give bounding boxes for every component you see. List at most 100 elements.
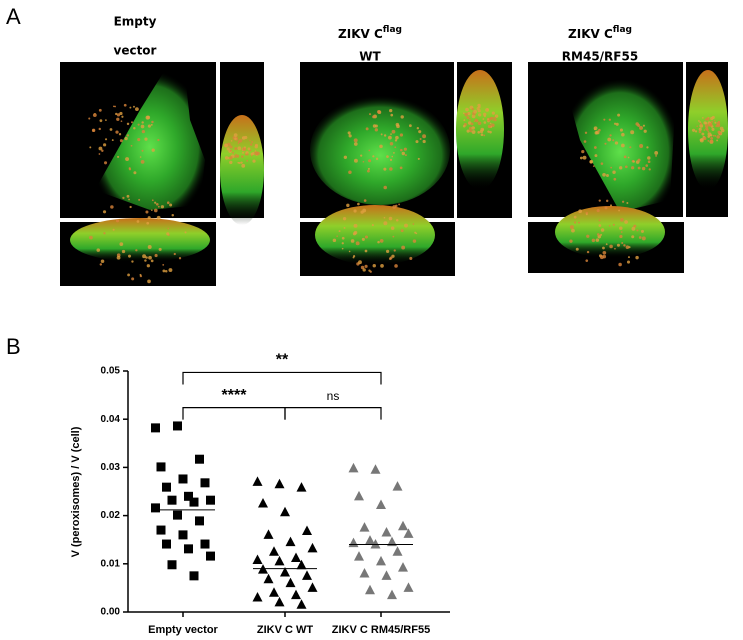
speckle <box>608 224 611 227</box>
speckle <box>246 153 249 156</box>
speckle <box>462 112 465 115</box>
speckle <box>362 268 366 272</box>
speckle <box>98 127 101 131</box>
speckle <box>121 115 124 118</box>
point <box>167 560 177 570</box>
speckle <box>612 139 615 142</box>
point <box>178 530 188 540</box>
speckle <box>229 160 233 165</box>
speckle <box>139 156 142 158</box>
speckle <box>137 138 141 142</box>
speckle <box>375 157 379 161</box>
speckle <box>598 128 601 132</box>
speckle <box>386 155 389 158</box>
cell <box>310 95 450 205</box>
point <box>365 584 375 595</box>
speckle <box>641 236 646 241</box>
speckle <box>353 158 358 163</box>
speckle <box>241 136 246 140</box>
speckle <box>367 167 370 170</box>
speckle <box>118 133 122 136</box>
cell <box>70 218 210 262</box>
speckle <box>602 250 607 255</box>
speckle <box>363 199 367 202</box>
speckle <box>164 269 168 273</box>
speckle <box>579 156 583 160</box>
speckle <box>478 113 482 117</box>
speckle <box>116 255 121 260</box>
speckle <box>358 260 362 265</box>
speckle <box>233 133 238 137</box>
point <box>376 555 386 566</box>
speckle <box>604 142 607 145</box>
speckle <box>353 142 358 146</box>
speckle <box>569 225 574 230</box>
speckle <box>604 206 608 210</box>
speckle <box>399 133 404 137</box>
speckle <box>240 161 243 164</box>
speckle <box>389 142 394 146</box>
speckle <box>607 137 612 142</box>
speckle <box>377 240 380 244</box>
speckle <box>600 233 603 236</box>
point <box>370 464 381 474</box>
speckle <box>629 146 632 149</box>
speckle <box>232 151 235 154</box>
speckle <box>341 247 344 250</box>
point <box>398 562 408 572</box>
speckle <box>383 221 388 226</box>
speckle <box>131 277 135 281</box>
speckle <box>640 229 645 233</box>
speckle <box>616 243 620 247</box>
speckle <box>619 166 623 170</box>
x-tick-label: ZIKV C RM45/RF55 <box>332 624 430 636</box>
speckle <box>599 255 604 260</box>
speckle <box>698 127 702 131</box>
speckle <box>151 199 154 202</box>
point <box>162 539 171 549</box>
speckle <box>150 123 153 126</box>
speckle <box>468 118 471 121</box>
speckle <box>389 158 393 162</box>
speckle <box>700 137 704 141</box>
panel-label: B <box>6 334 21 359</box>
speckle <box>122 196 125 200</box>
point <box>280 566 290 577</box>
speckle <box>717 130 721 134</box>
speckle <box>593 128 596 131</box>
speckle <box>249 149 252 152</box>
point <box>173 510 182 520</box>
speckle <box>483 115 486 118</box>
speckle <box>133 171 137 175</box>
speckle <box>139 273 142 276</box>
point <box>206 495 215 505</box>
point <box>167 495 177 505</box>
speckle <box>103 143 107 147</box>
speckle <box>135 249 138 252</box>
speckle <box>614 247 616 250</box>
speckle <box>167 227 170 230</box>
speckle <box>414 231 417 234</box>
speckle <box>478 105 481 109</box>
speckle <box>609 204 613 207</box>
speckle <box>707 132 712 137</box>
speckle <box>615 122 619 126</box>
point <box>274 596 285 607</box>
cell <box>220 115 264 225</box>
speckle <box>394 264 398 268</box>
speckle <box>707 140 710 142</box>
speckle <box>398 203 401 206</box>
speckle <box>600 228 605 232</box>
speckle <box>256 151 260 156</box>
point <box>269 546 279 556</box>
speckle <box>145 210 149 214</box>
speckle <box>341 236 345 240</box>
speckle <box>224 156 229 160</box>
speckle <box>598 199 601 202</box>
speckle <box>412 239 417 243</box>
speckle <box>706 117 710 121</box>
speckle <box>243 146 247 149</box>
caption: ZIKV Cflag <box>338 25 402 41</box>
speckle <box>399 166 403 170</box>
speckle <box>98 153 101 155</box>
